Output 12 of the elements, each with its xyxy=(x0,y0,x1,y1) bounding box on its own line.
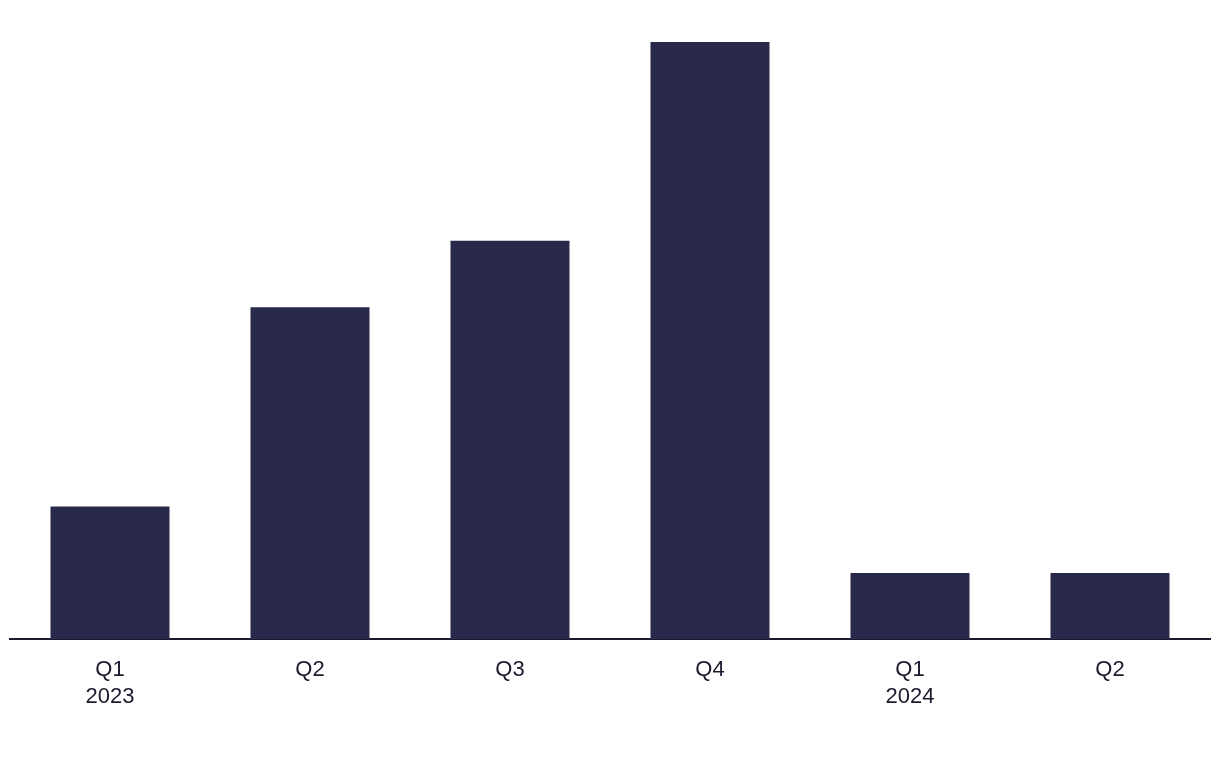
x-tick-label: Q2 xyxy=(1095,656,1125,682)
bar xyxy=(650,42,770,640)
x-tick-label: Q4 xyxy=(695,656,725,682)
x-tick-label: Q1 2023 xyxy=(85,656,135,708)
x-tick-label: Q3 xyxy=(495,656,525,682)
bar xyxy=(50,506,170,640)
x-tick-label: Q2 xyxy=(295,656,325,682)
x-tick-label: Q1 2024 xyxy=(885,656,935,708)
bar xyxy=(250,307,370,640)
bar xyxy=(1050,572,1170,640)
bar xyxy=(450,240,570,640)
bar xyxy=(850,572,970,640)
